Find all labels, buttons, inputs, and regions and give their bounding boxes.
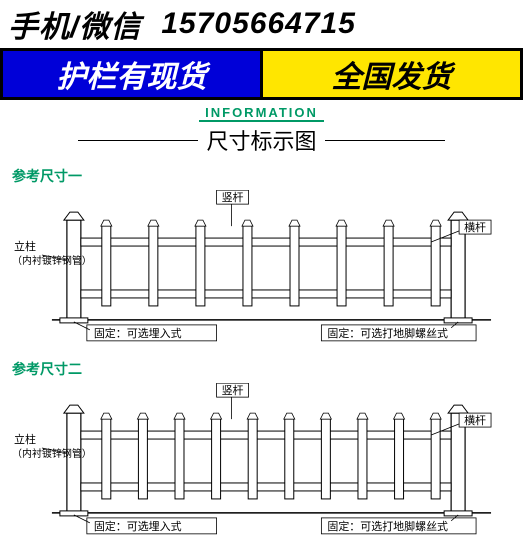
fixed-left-1: 固定：可选埋入式 bbox=[94, 326, 182, 340]
horizontal-label-1: 横杆 bbox=[464, 220, 486, 234]
fixed-left-2: 固定：可选埋入式 bbox=[94, 519, 182, 533]
fixed-right-1: 固定：可选打地脚螺丝式 bbox=[327, 326, 448, 340]
contact-label: 手机/微信 bbox=[8, 2, 141, 46]
diagram-area: 参考尺寸一 立柱 （内衬镀锌钢管） 竖杆 横杆 固定：可选埋入式 固定：可选打地… bbox=[0, 158, 523, 552]
phone-number: 15705664715 bbox=[161, 7, 356, 41]
info-title-row: 尺寸标示图 bbox=[0, 124, 523, 156]
banner-left-text: 护栏有现货 bbox=[57, 52, 207, 96]
post-label-2: 立柱 bbox=[14, 432, 36, 446]
post-label-1: 立柱 bbox=[14, 239, 36, 253]
post-sub-1: （内衬镀锌钢管） bbox=[12, 254, 92, 267]
banner-right: 全国发货 bbox=[263, 48, 523, 100]
post-sub-2: （内衬镀锌钢管） bbox=[12, 447, 92, 460]
fixed-right-2: 固定：可选打地脚螺丝式 bbox=[327, 519, 448, 533]
header-contact: 手机/微信 15705664715 bbox=[0, 0, 523, 48]
banner-left: 护栏有现货 bbox=[0, 48, 263, 100]
info-section: INFORMATION 尺寸标示图 bbox=[0, 100, 523, 158]
ref-label-1: 参考尺寸一 bbox=[12, 166, 511, 186]
banner-right-text: 全国发货 bbox=[332, 52, 452, 96]
vertical-label-2: 竖杆 bbox=[222, 383, 244, 397]
info-title-cn: 尺寸标示图 bbox=[198, 124, 324, 156]
header-banner: 护栏有现货 全国发货 bbox=[0, 48, 523, 100]
info-label-en: INFORMATION bbox=[199, 105, 324, 122]
fence-diagram-2: 立柱 （内衬镀锌钢管） 竖杆 横杆 固定：可选埋入式 固定：可选打地脚螺丝式 bbox=[12, 383, 511, 543]
info-line-right bbox=[325, 140, 445, 141]
horizontal-label-2: 横杆 bbox=[464, 413, 486, 427]
vertical-label-1: 竖杆 bbox=[222, 190, 244, 204]
ref-label-2: 参考尺寸二 bbox=[12, 359, 511, 379]
info-line-left bbox=[78, 140, 198, 141]
fence-diagram-1: 立柱 （内衬镀锌钢管） 竖杆 横杆 固定：可选埋入式 固定：可选打地脚螺丝式 bbox=[12, 190, 511, 350]
